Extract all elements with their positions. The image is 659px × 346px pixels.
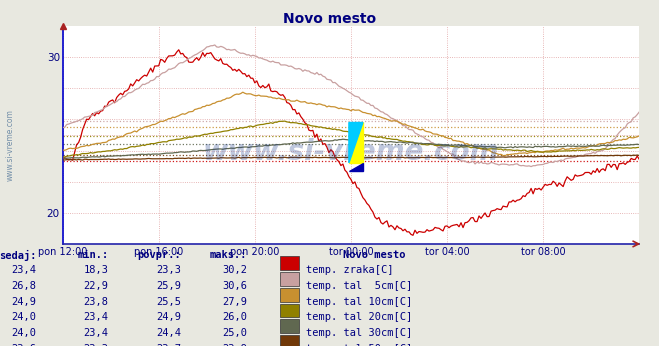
Text: www.si-vreme.com: www.si-vreme.com (203, 138, 499, 166)
Text: temp. tal 30cm[C]: temp. tal 30cm[C] (306, 328, 413, 338)
Text: 18,3: 18,3 (84, 265, 109, 275)
Text: temp. tal 20cm[C]: temp. tal 20cm[C] (306, 312, 413, 322)
Text: 23,3: 23,3 (156, 265, 181, 275)
Text: 23,3: 23,3 (84, 344, 109, 346)
Text: 26,0: 26,0 (222, 312, 247, 322)
Text: 30,2: 30,2 (222, 265, 247, 275)
Text: povpr.:: povpr.: (138, 251, 181, 260)
FancyBboxPatch shape (280, 335, 299, 346)
Text: 26,8: 26,8 (11, 281, 36, 291)
Polygon shape (349, 122, 363, 163)
FancyBboxPatch shape (280, 319, 299, 333)
Text: 25,5: 25,5 (156, 297, 181, 307)
Text: 24,9: 24,9 (11, 297, 36, 307)
Text: 23,6: 23,6 (11, 344, 36, 346)
FancyBboxPatch shape (280, 288, 299, 302)
Text: www.si-vreme.com: www.si-vreme.com (5, 109, 14, 181)
Text: temp. zraka[C]: temp. zraka[C] (306, 265, 394, 275)
Text: Novo mesto: Novo mesto (283, 12, 376, 26)
Text: 23,7: 23,7 (156, 344, 181, 346)
Polygon shape (349, 122, 363, 163)
Text: 30,6: 30,6 (222, 281, 247, 291)
Text: 23,4: 23,4 (84, 328, 109, 338)
Text: min.:: min.: (78, 251, 109, 260)
Text: 25,9: 25,9 (156, 281, 181, 291)
Text: 23,4: 23,4 (11, 265, 36, 275)
Text: 23,9: 23,9 (222, 344, 247, 346)
Text: 22,9: 22,9 (84, 281, 109, 291)
Text: 24,0: 24,0 (11, 328, 36, 338)
Text: 27,9: 27,9 (222, 297, 247, 307)
Text: sedaj:: sedaj: (0, 251, 36, 261)
Text: 25,0: 25,0 (222, 328, 247, 338)
Text: 24,9: 24,9 (156, 312, 181, 322)
Text: Novo mesto: Novo mesto (343, 251, 405, 260)
Text: 24,0: 24,0 (11, 312, 36, 322)
FancyBboxPatch shape (280, 303, 299, 317)
Text: 23,8: 23,8 (84, 297, 109, 307)
Text: temp. tal  5cm[C]: temp. tal 5cm[C] (306, 281, 413, 291)
Polygon shape (349, 163, 363, 171)
FancyBboxPatch shape (280, 272, 299, 286)
Text: 23,4: 23,4 (84, 312, 109, 322)
FancyBboxPatch shape (280, 256, 299, 270)
Text: temp. tal 10cm[C]: temp. tal 10cm[C] (306, 297, 413, 307)
Text: maks.:: maks.: (210, 251, 247, 260)
Text: 24,4: 24,4 (156, 328, 181, 338)
Text: temp. tal 50cm[C]: temp. tal 50cm[C] (306, 344, 413, 346)
